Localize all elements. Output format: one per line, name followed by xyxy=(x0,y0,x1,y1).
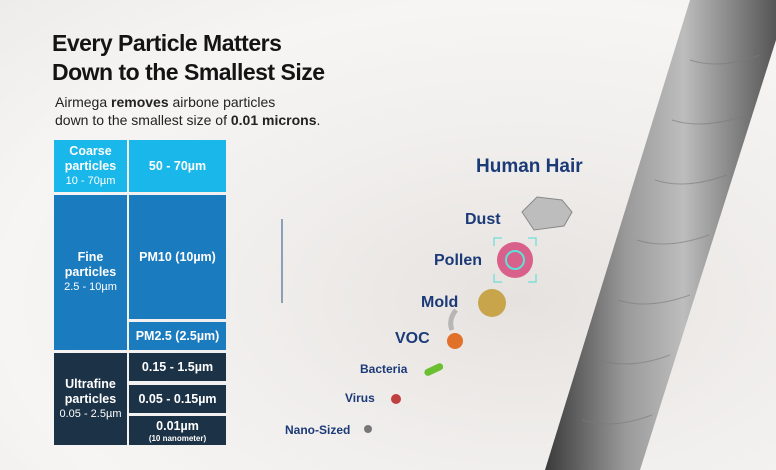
subtitle-text: down to the smallest size of xyxy=(55,112,231,128)
group-range: 0.05 - 2.5µm xyxy=(59,407,122,420)
human-hair-image xyxy=(545,0,776,470)
label-virus: Virus xyxy=(345,391,375,405)
size-pm10: PM10 (10µm) xyxy=(129,195,226,319)
size-001: 0.01µm (10 nanometer) xyxy=(129,416,226,445)
subtitle-line-1: Airmega removes airbone particles xyxy=(55,94,275,110)
label-pollen: Pollen xyxy=(434,252,483,269)
group-name: Fine particles xyxy=(64,250,117,279)
size-005-015: 0.05 - 0.15µm xyxy=(129,385,226,413)
group-fine: Fine particles 2.5 - 10µm xyxy=(54,195,127,350)
subtitle-text: airbone particles xyxy=(168,94,276,110)
size-015-15: 0.15 - 1.5µm xyxy=(129,353,226,381)
group-name: Ultrafine particles xyxy=(64,376,117,406)
label-bacteria: Bacteria xyxy=(360,362,408,376)
label-voc: VOC xyxy=(395,330,430,347)
label-nano-sized: Nano-Sized xyxy=(285,423,351,437)
title-line-1: Every Particle Matters xyxy=(52,30,282,56)
nano-icon xyxy=(364,425,372,433)
group-ultrafine: Ultrafine particles 0.05 - 2.5µm xyxy=(54,353,127,445)
size-value: 0.01µm xyxy=(156,418,199,433)
label-mold: Mold xyxy=(421,294,459,311)
group-range: 2.5 - 10µm xyxy=(64,281,117,293)
bacteria-icon xyxy=(424,363,444,376)
dust-icon xyxy=(521,196,573,231)
subtitle-bold: removes xyxy=(111,94,169,110)
subtitle-bold: 0.01 microns xyxy=(230,112,317,128)
voc-smoke xyxy=(448,308,459,331)
size-note: (10 nanometer) xyxy=(148,433,207,443)
virus-icon xyxy=(391,394,401,404)
group-name: Coarse particles xyxy=(64,143,117,173)
size-50-70: 50 - 70µm xyxy=(129,140,226,192)
group-range: 10 - 70µm xyxy=(65,174,116,187)
label-human-hair: Human Hair xyxy=(476,156,583,177)
title-line-2: Down to the Smallest Size xyxy=(52,59,325,85)
subtitle-line-2: down to the smallest size of 0.01 micron… xyxy=(55,112,320,128)
mold-icon xyxy=(478,289,506,317)
group-coarse: Coarse particles 10 - 70µm xyxy=(54,140,127,192)
subtitle-text: . xyxy=(316,112,321,128)
size-pm25: PM2.5 (2.5µm) xyxy=(129,322,226,350)
pollen-icon xyxy=(493,237,537,283)
label-dust: Dust xyxy=(465,211,501,228)
subtitle-text: Airmega xyxy=(55,94,112,110)
voc-icon xyxy=(447,333,463,349)
